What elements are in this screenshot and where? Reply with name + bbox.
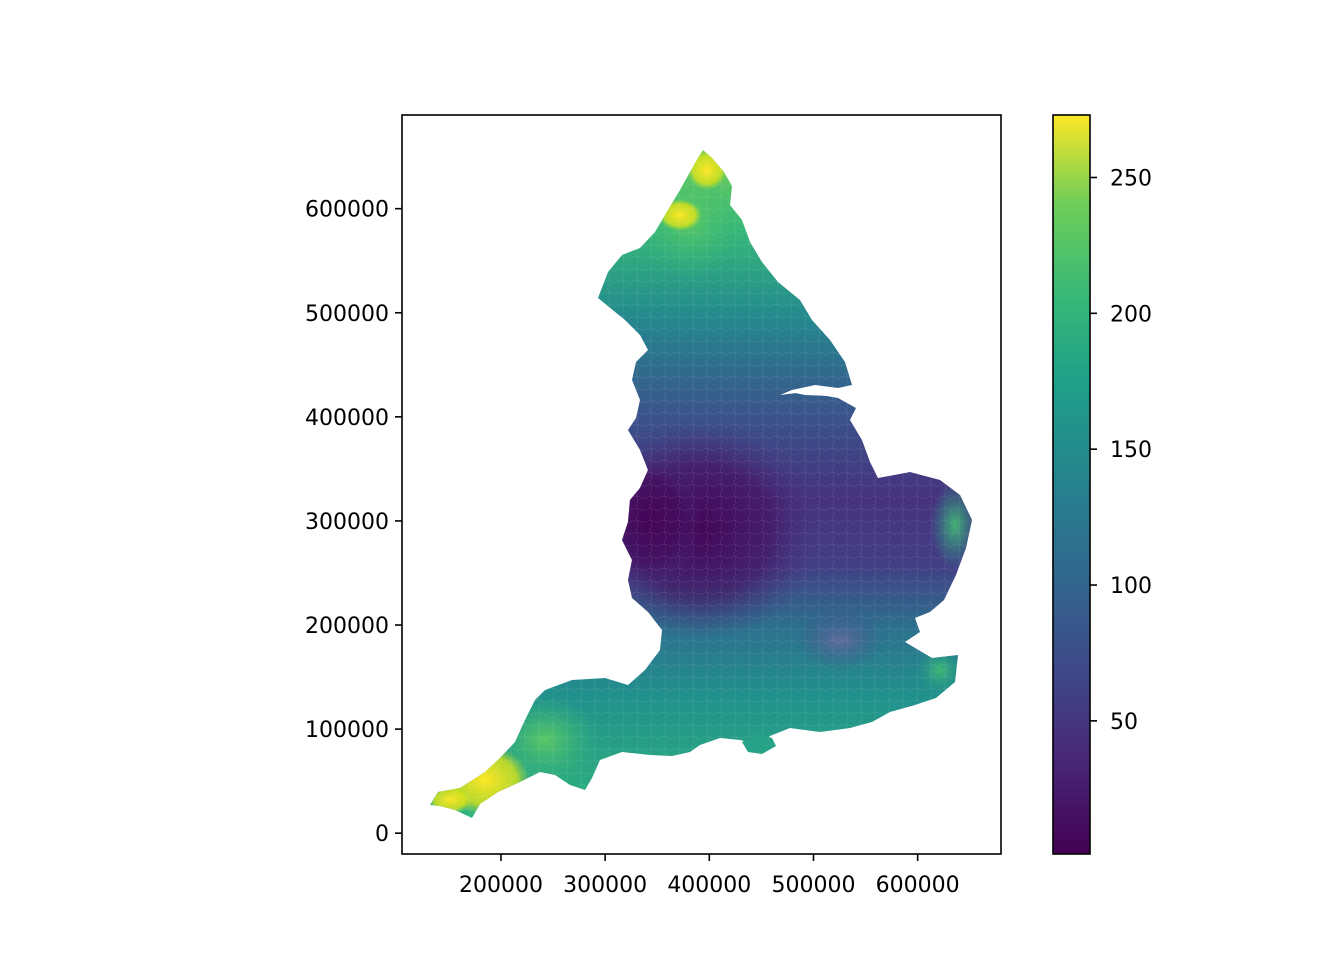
colorbar-tick-label: 200 [1110, 302, 1152, 327]
colorbar-tick-label: 250 [1110, 166, 1152, 191]
y-tick-label: 400000 [305, 406, 389, 431]
isle-of-wight [742, 734, 776, 754]
map-axes-frame [401, 114, 1002, 855]
y-tick-label: 600000 [305, 198, 389, 223]
x-tick-label: 600000 [876, 873, 960, 898]
y-tick-label: 200000 [305, 614, 389, 639]
y-axis: 0 100000 200000 300000 400000 500000 600000 [305, 198, 402, 847]
x-tick-label: 400000 [667, 873, 751, 898]
ward-boundaries [430, 150, 972, 818]
y-tick-label: 500000 [305, 302, 389, 327]
y-tick-label: 100000 [305, 718, 389, 743]
colorbar-tick-label: 150 [1110, 438, 1152, 463]
colorbar-gradient [1052, 114, 1091, 855]
colorbar: 50 100 150 200 250 [1052, 114, 1152, 855]
colorbar-ticks: 50 100 150 200 250 [1090, 166, 1152, 735]
x-tick-label: 500000 [771, 873, 855, 898]
colorbar-tick-label: 50 [1110, 710, 1138, 735]
y-tick-label: 0 [375, 822, 389, 847]
colorbar-tick-label: 100 [1110, 574, 1152, 599]
humber-estuary [790, 386, 850, 397]
x-tick-label: 200000 [459, 873, 543, 898]
x-tick-label: 300000 [563, 873, 647, 898]
y-tick-label: 300000 [305, 510, 389, 535]
england-choropleth [430, 150, 972, 818]
x-axis: 200000 300000 400000 500000 600000 [459, 854, 960, 898]
